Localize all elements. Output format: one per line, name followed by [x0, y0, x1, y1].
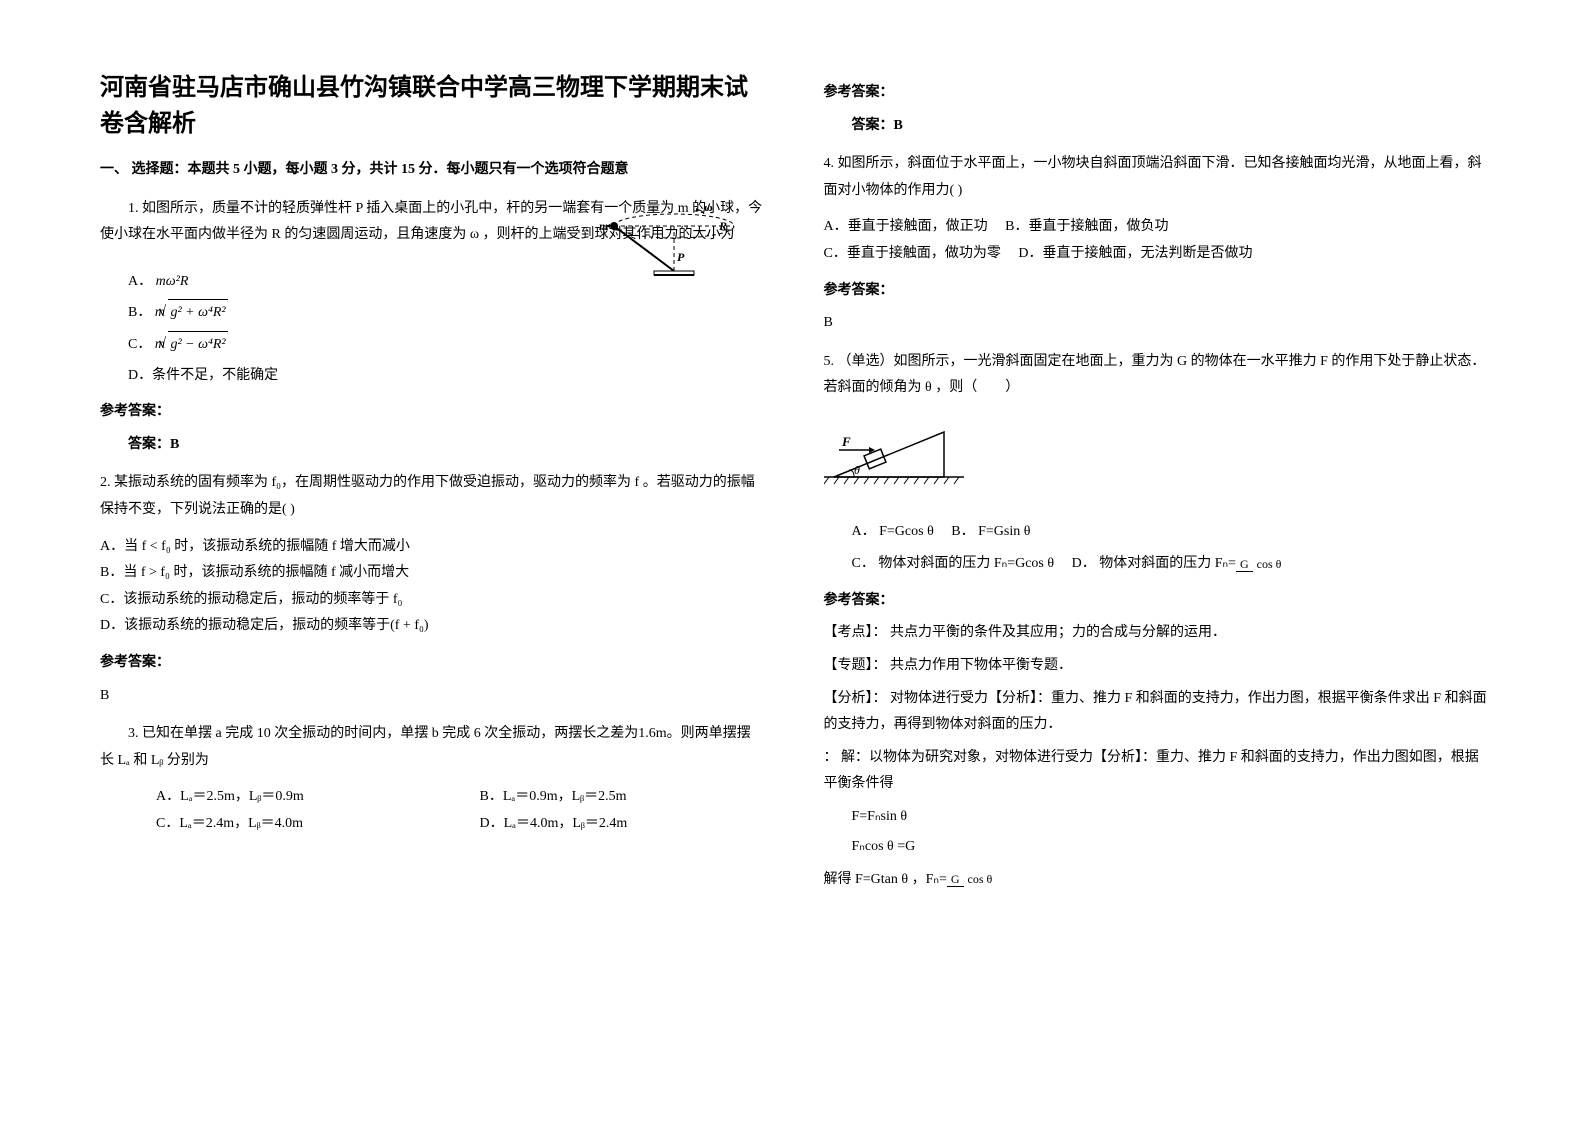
q4-opt-b: B．垂直于接触面，做负功 [1005, 219, 1168, 234]
q1-opt-b-sqrt: g² + ω⁴R² [168, 299, 227, 327]
svg-text:R: R [718, 219, 727, 233]
section-header: 一、 选择题：本题共 5 小题，每小题 3 分，共计 15 分．每小题只有一个选… [100, 157, 764, 184]
svg-text:ω: ω [704, 206, 713, 214]
q5-opts-cd: C． 物体对斜面的压力 Fₙ=Gcos θ D． 物体对斜面的压力 Fₙ=Gco… [852, 551, 1488, 578]
q2-opt-d: D．该振动系统的振动稳定后，振动的频率等于(f + f₀) [100, 613, 764, 640]
q5-jieguo-pre: 解得 F=Gtan θ ，Fₙ= [824, 872, 947, 887]
q2-opt-c: C．该振动系统的振动稳定后，振动的频率等于 f₀ [100, 587, 764, 614]
q5-opt-d-pre: D． 物体对斜面的压力 Fₙ= [1072, 556, 1236, 571]
q3-text: 3. 已知在单摆 a 完成 10 次全振动的时间内，单摆 b 完成 6 次全振动… [100, 721, 764, 774]
q4-text: 4. 如图所示，斜面位于水平面上，一小物块自斜面顶端沿斜面下滑．已知各接触面均光… [824, 151, 1488, 204]
q5-kaodian: 【考点】： 共点力平衡的条件及其应用；力的合成与分解的运用． [824, 620, 1488, 647]
q5-text: 5. （单选）如图所示，一光滑斜面固定在地面上，重力为 G 的物体在一水平推力 … [824, 349, 1488, 402]
q5-zhuanti: 【专题】： 共点力作用下物体平衡专题． [824, 653, 1488, 680]
left-column: 河南省驻马店市确山县竹沟镇联合中学高三物理下学期期末试卷含解析 一、 选择题：本… [100, 70, 764, 1052]
q4-opts-row1: A．垂直于接触面，做正功 B．垂直于接触面，做负功 [824, 214, 1488, 241]
q4-opt-a: A．垂直于接触面，做正功 [824, 219, 988, 234]
q4-opts-row2: C．垂直于接触面，做功为零 D．垂直于接触面，无法判断是否做功 [824, 241, 1488, 268]
q3-row-2: C．Lₐ＝2.4m，Lᵦ＝4.0m D．Lₐ＝4.0m，Lᵦ＝2.4m [156, 811, 764, 838]
q3-opt-b: B．Lₐ＝0.9m，Lᵦ＝2.5m [480, 784, 627, 811]
q5-calc2: Fₙcos θ =G [852, 834, 1488, 861]
q5-opt-b: B． F=Gsin θ [951, 524, 1030, 539]
q5-opt-a: A． F=Gcos θ [852, 524, 934, 539]
q5-opt-d-den: cos θ [1253, 557, 1286, 571]
q1-opt-c-sqrt: g² − ω⁴R² [168, 331, 227, 359]
q1-answer-text: 答案：B [128, 437, 179, 452]
q2-answer-label: 参考答案： [100, 650, 764, 677]
q5-jieguo: 解得 F=Gtan θ ，Fₙ=Gcos θ [824, 867, 1488, 894]
q2-options: A．当 f < f₀ 时，该振动系统的振幅随 f 增大而减小 B．当 f > f… [100, 534, 764, 640]
q3-answer-label: 参考答案： [824, 80, 1488, 107]
q1-figure: ω m R P [574, 206, 754, 306]
q3-opt-c: C．Lₐ＝2.4m，Lᵦ＝4.0m [156, 811, 436, 838]
q3-answer: 答案：B [824, 113, 1488, 140]
q1-opt-c: C． m g² − ω⁴R² [128, 331, 764, 359]
q2-opt-b: B．当 f > f₀ 时，该振动系统的振幅随 f 减小而增大 [100, 560, 764, 587]
q4-answer-label: 参考答案： [824, 278, 1488, 305]
q5-opt-d-frac: Gcos θ [1236, 553, 1285, 576]
q5-opts-ab: A． F=Gcos θ B． F=Gsin θ [852, 519, 1488, 546]
q3-answer-text: 答案：B [852, 118, 903, 133]
svg-text:F: F [841, 434, 851, 449]
q5-opt-c: C． 物体对斜面的压力 Fₙ=Gcos θ [852, 556, 1055, 571]
q1-answer: 答案：B [100, 432, 764, 459]
q4-options: A．垂直于接触面，做正功 B．垂直于接触面，做负功 C．垂直于接触面，做功为零 … [824, 214, 1488, 267]
q2-answer: B [100, 683, 764, 710]
q3-row-1: A．Lₐ＝2.5m，Lᵦ＝0.9m B．Lₐ＝0.9m，Lᵦ＝2.5m [156, 784, 764, 811]
q4-answer: B [824, 310, 1488, 337]
q4-opt-d: D．垂直于接触面，无法判断是否做功 [1018, 246, 1252, 261]
q5-calc1: F=Fₙsin θ [852, 804, 1488, 831]
q2-opt-a: A．当 f < f₀ 时，该振动系统的振幅随 f 增大而减小 [100, 534, 764, 561]
q5-answer-label: 参考答案： [824, 588, 1488, 615]
q1-opt-c-label: C． [128, 337, 151, 352]
q3-opt-d: D．Lₐ＝4.0m，Lᵦ＝2.4m [480, 811, 628, 838]
question-1-block: 1. 如图所示，质量不计的轻质弹性杆 P 插入桌面上的小孔中，杆的另一端套有一个… [100, 196, 764, 390]
q3-opt-a: A．Lₐ＝2.5m，Lᵦ＝0.9m [156, 784, 436, 811]
page-title: 河南省驻马店市确山县竹沟镇联合中学高三物理下学期期末试卷含解析 [100, 70, 764, 142]
q1-opt-b-label: B． [128, 305, 151, 320]
q1-opt-a-formula: mω²R [156, 274, 189, 289]
right-column: 参考答案： 答案：B 4. 如图所示，斜面位于水平面上，一小物块自斜面顶端沿斜面… [824, 70, 1488, 1052]
q1-answer-label: 参考答案： [100, 399, 764, 426]
q5-opt-d-num: G [1236, 557, 1253, 572]
svg-text:m: m [599, 219, 608, 233]
svg-text:P: P [677, 250, 685, 264]
q5-jieguo-frac: Gcos θ [947, 868, 996, 891]
q4-opt-c: C．垂直于接触面，做功为零 [824, 246, 1001, 261]
q1-opt-a-label: A． [128, 274, 152, 289]
q5-jieguo-num: G [947, 872, 964, 887]
q5-figure: F θ [824, 422, 974, 492]
q2-text: 2. 某振动系统的固有频率为 f₀，在周期性驱动力的作用下做受迫振动，驱动力的频… [100, 470, 764, 523]
q5-fenxi: 【分析】： 对物体进行受力【分析】：重力、推力 F 和斜面的支持力，作出力图，根… [824, 686, 1488, 739]
q5-jieguo-den: cos θ [964, 872, 997, 886]
q3-options: A．Lₐ＝2.5m，Lᵦ＝0.9m B．Lₐ＝0.9m，Lᵦ＝2.5m C．Lₐ… [156, 784, 764, 837]
q5-jie: ： 解：以物体为研究对象，对物体进行受力【分析】：重力、推力 F 和斜面的支持力… [824, 745, 1488, 798]
svg-text:θ: θ [854, 463, 860, 477]
q1-opt-d: D．条件不足，不能确定 [128, 363, 764, 390]
